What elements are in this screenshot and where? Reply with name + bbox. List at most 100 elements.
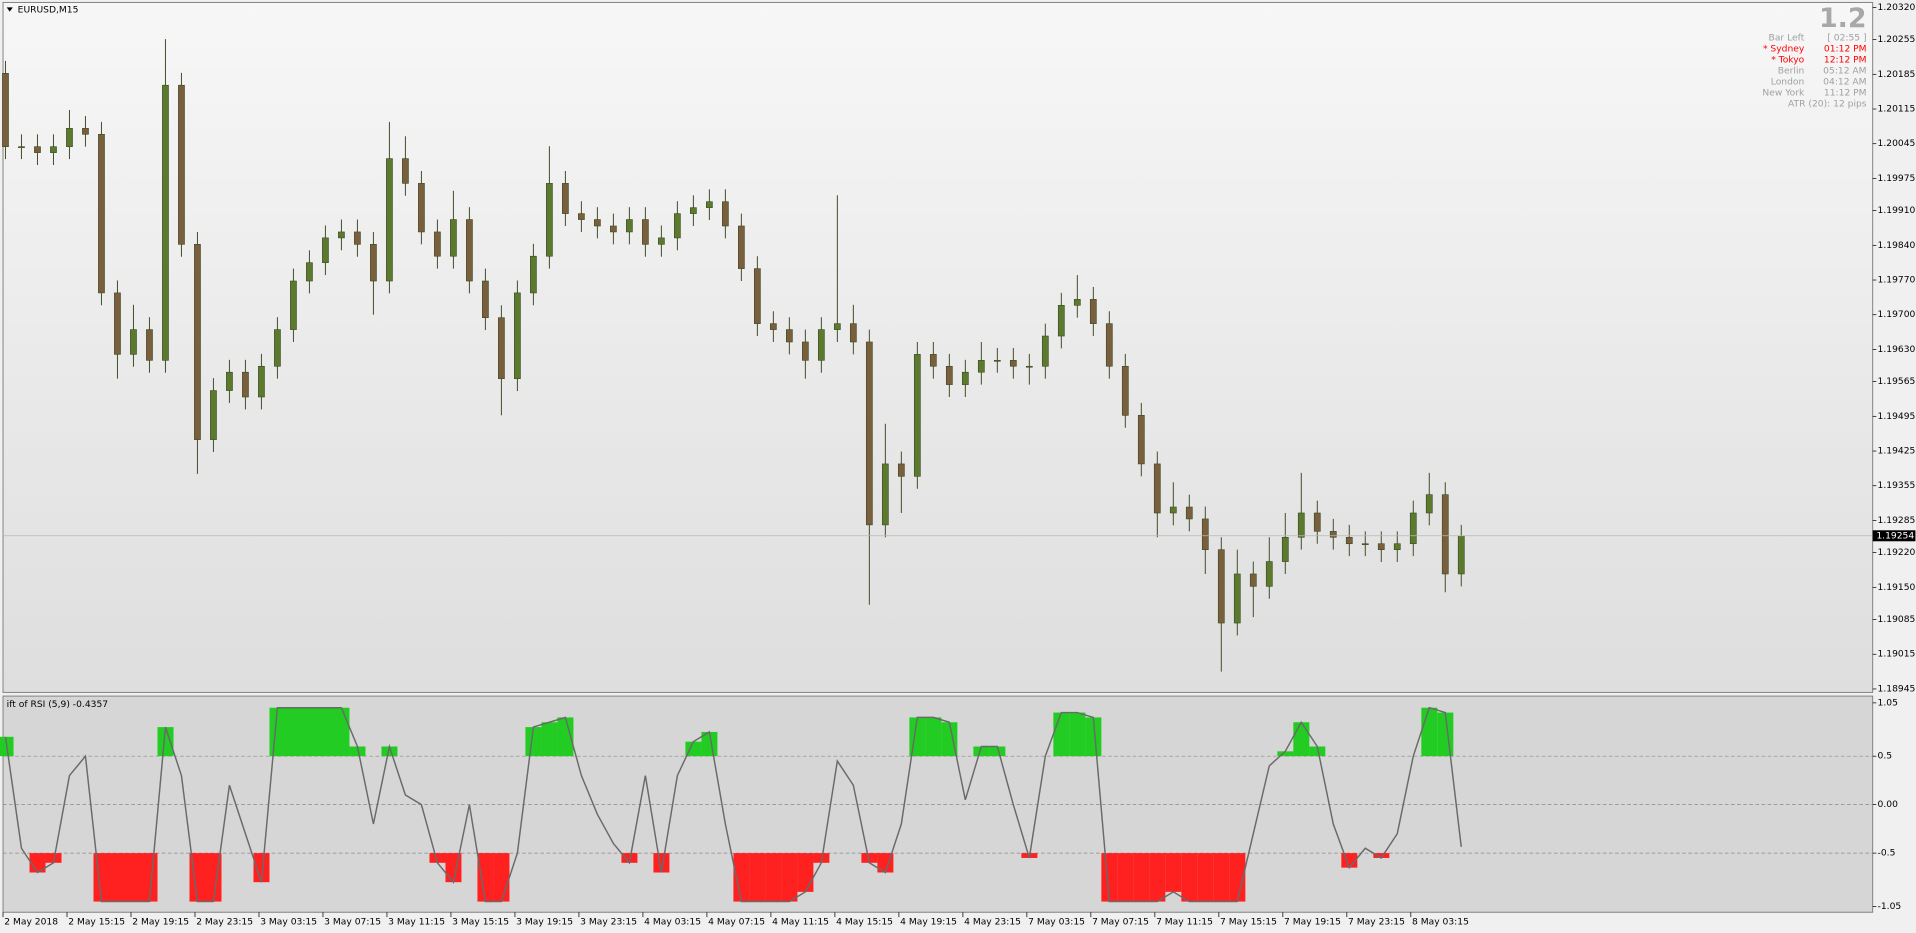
- candle-body: [1009, 360, 1017, 367]
- candle-body: [674, 213, 681, 239]
- candle-body: [642, 219, 649, 245]
- histogram-bar: [1101, 853, 1118, 902]
- histogram-bar: [381, 746, 398, 757]
- info-label: * Sydney: [1763, 44, 1805, 54]
- histogram-bar: [973, 746, 990, 757]
- candle-body: [1121, 365, 1129, 416]
- candle-body: [1265, 561, 1273, 587]
- y-tick-label: 1.19425: [1878, 447, 1916, 457]
- y-tick-label: 0.5: [1878, 752, 1893, 762]
- histogram-bar: [1117, 853, 1134, 902]
- candle-body: [722, 201, 729, 227]
- candle-body: [1361, 543, 1369, 546]
- candle-body: [626, 219, 633, 233]
- candle-body: [1185, 506, 1193, 520]
- candle-body: [34, 146, 41, 153]
- y-tick-label: 1.19770: [1878, 276, 1916, 286]
- histogram-bar: [1213, 853, 1230, 902]
- x-tick-label: 4 May 23:15: [964, 918, 1021, 928]
- y-tick-label: 1.19565: [1878, 377, 1916, 387]
- histogram-bar: [621, 853, 638, 863]
- candle-body: [1025, 365, 1033, 368]
- info-label: Bar Left: [1769, 33, 1805, 43]
- histogram-bar: [109, 853, 126, 902]
- candle-body: [18, 146, 25, 148]
- candle-body: [801, 341, 809, 361]
- histogram-bar: [205, 853, 222, 902]
- histogram-bar: [781, 853, 798, 902]
- candle-body: [1249, 573, 1257, 587]
- y-tick-label: 1.19355: [1878, 481, 1916, 491]
- histogram-bar: [765, 853, 782, 902]
- candle-body: [1105, 323, 1113, 367]
- candle-body: [530, 255, 537, 294]
- histogram-bar: [733, 853, 750, 902]
- x-tick-label: 3 May 03:15: [260, 918, 317, 928]
- candle-body: [1377, 543, 1385, 550]
- x-tick-label: 3 May 07:15: [324, 918, 381, 928]
- x-tick-label: 7 May 11:15: [1156, 918, 1213, 928]
- candle-body: [82, 128, 89, 135]
- symbol-title: EURUSD,M15: [18, 5, 79, 15]
- histogram-bar: [1133, 853, 1150, 902]
- histogram-bar: [333, 707, 350, 757]
- candle-body: [562, 183, 569, 214]
- candle-body: [498, 317, 505, 379]
- candle-body: [146, 329, 153, 361]
- candle-body: [849, 323, 857, 343]
- main-panel: [2, 1, 1874, 693]
- histogram-bar: [1053, 712, 1070, 757]
- candle-body: [546, 183, 553, 257]
- candle-body: [1057, 304, 1065, 337]
- candle-body: [1233, 573, 1241, 624]
- candle-body: [290, 280, 297, 330]
- candle-body: [738, 225, 745, 269]
- histogram-bar: [925, 717, 942, 757]
- candle-body: [130, 329, 137, 355]
- candle-body: [178, 84, 185, 245]
- histogram-bar: [1229, 853, 1246, 902]
- histogram-bar: [541, 722, 558, 757]
- y-tick-label: 1.19975: [1878, 174, 1916, 184]
- histogram-bar: [93, 853, 110, 902]
- histogram-bar: [1085, 717, 1102, 757]
- current-price-box: [1872, 530, 1916, 542]
- histogram-bar: [1309, 746, 1326, 757]
- y-tick-label: 0.00: [1878, 800, 1899, 810]
- candle-body: [1217, 549, 1225, 624]
- candle-body: [785, 329, 793, 343]
- candle-body: [1297, 512, 1305, 538]
- menu-arrow[interactable]: [6, 7, 13, 12]
- candle-body: [98, 133, 105, 294]
- y-tick-label: 1.05: [1878, 698, 1899, 708]
- histogram-bar: [557, 717, 574, 757]
- info-footer: ATR (20): 12 pips: [1788, 99, 1867, 109]
- info-value: 01:12 PM: [1824, 44, 1867, 54]
- candle-body: [1345, 536, 1353, 545]
- current-price-label: 1.19254: [1876, 531, 1914, 541]
- y-tick-label: 1.20115: [1878, 105, 1916, 115]
- info-value: 12:12 PM: [1824, 55, 1867, 65]
- candle-body: [1457, 535, 1465, 575]
- candle-body: [690, 207, 697, 214]
- y-tick-label: 1.19015: [1878, 650, 1916, 660]
- x-tick-label: 4 May 07:15: [708, 918, 765, 928]
- x-tick-label: 3 May 11:15: [388, 918, 445, 928]
- candle-body: [1313, 512, 1321, 532]
- histogram-bar: [493, 853, 510, 902]
- histogram-bar: [285, 707, 302, 757]
- candle-body: [1281, 536, 1289, 562]
- candle-body: [306, 262, 313, 282]
- candle-body: [1409, 512, 1417, 545]
- histogram-bar: [1149, 853, 1166, 902]
- histogram-bar: [685, 741, 702, 757]
- candle-body: [258, 365, 265, 398]
- histogram-bar: [861, 853, 878, 863]
- x-tick-label: 4 May 15:15: [836, 918, 893, 928]
- candle-body: [594, 219, 601, 227]
- candle-body: [418, 183, 425, 233]
- x-tick-label: 7 May 23:15: [1348, 918, 1405, 928]
- candle-body: [194, 244, 201, 440]
- histogram-bar: [125, 853, 142, 902]
